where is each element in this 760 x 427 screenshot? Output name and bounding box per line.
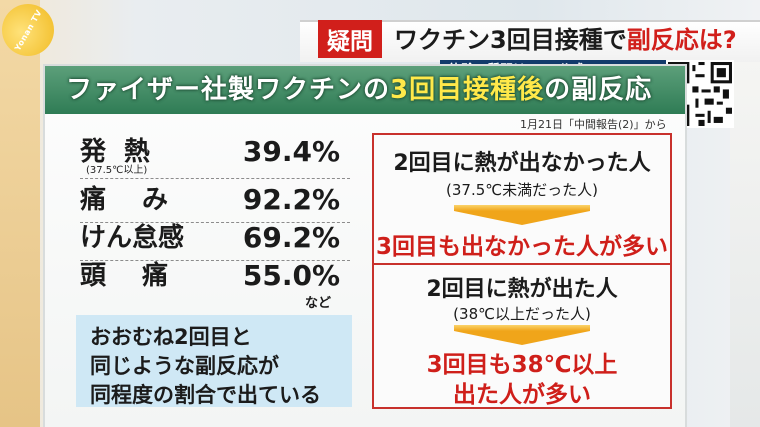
headline: ワクチン3回目接種で副反応は?: [394, 20, 737, 60]
effect-label: 発熱: [80, 137, 169, 167]
effect-percent: 92.2%: [242, 183, 340, 216]
divider: [80, 178, 350, 179]
case2-result-line1: 3回目も38℃以上: [426, 352, 618, 378]
case1-subtitle: (37.5℃未満だった人): [446, 181, 598, 199]
effect-percent: 69.2%: [242, 221, 340, 254]
case1-result: 3回目も出なかった人が多い: [375, 234, 668, 260]
channel-logo-text: Yonan TV: [12, 7, 44, 53]
case2-subtitle: (38℃以上だった人): [453, 305, 591, 323]
comparison-box: 2回目に熱が出なかった人 (37.5℃未満だった人) 3回目も出なかった人が多い…: [372, 133, 672, 409]
effect-row-headache: 頭痛 55.0%: [80, 256, 340, 296]
effect-note-fever: (37.5℃以上): [86, 165, 148, 176]
effect-row-pain: 痛み 92.2%: [80, 180, 340, 220]
effect-row-fatigue: けん怠感 69.2%: [80, 218, 340, 258]
headline-accent: 副反応は?: [626, 26, 737, 54]
effect-label: 頭痛: [80, 261, 205, 291]
divider: [80, 260, 350, 261]
headline-prefix: ワクチン3回目接種で: [394, 26, 627, 54]
effect-percent: 39.4%: [242, 135, 340, 168]
case2-title: 2回目に熱が出た人: [426, 277, 618, 302]
arrow-down-icon: [454, 331, 590, 345]
studio-left-wall: [0, 0, 40, 427]
effect-label: 痛み: [80, 185, 205, 215]
panel-title-accent: 3回目接種後: [390, 75, 545, 105]
arrow-down-icon-bar: [454, 205, 590, 211]
topic-tag: 疑問: [318, 20, 382, 58]
case1-title: 2回目に熱が出なかった人: [393, 151, 651, 176]
panel-title: ファイザー社製ワクチンの3回目接種後の副反応: [66, 70, 666, 110]
summary-line: 同程度の割合で出ている: [90, 383, 321, 407]
effect-row-fever: 発熱 39.4%: [80, 132, 340, 172]
summary-line: 同じような副反応が: [90, 354, 279, 378]
case2-result-line2: 出た人が多い: [453, 382, 591, 408]
source-note: 1月21日「中間報告(2)」から: [520, 118, 667, 131]
effect-label: けん怠感: [80, 223, 185, 253]
effects-more: など: [305, 296, 332, 311]
divider: [80, 222, 350, 223]
arrow-down-icon-bar: [454, 325, 590, 331]
summary-line: おおむね2回目と: [90, 325, 252, 349]
studio-right-wall: [730, 60, 760, 427]
panel-title-suffix: の副反応: [544, 75, 653, 105]
comparison-divider: [374, 263, 670, 265]
panel-title-prefix: ファイザー社製ワクチンの: [66, 75, 391, 105]
panel-header: [45, 66, 685, 114]
summary-box: おおむね2回目と 同じような副反応が 同程度の割合で出ている: [76, 315, 352, 407]
effect-percent: 55.0%: [242, 259, 340, 292]
arrow-down-icon: [454, 211, 590, 225]
